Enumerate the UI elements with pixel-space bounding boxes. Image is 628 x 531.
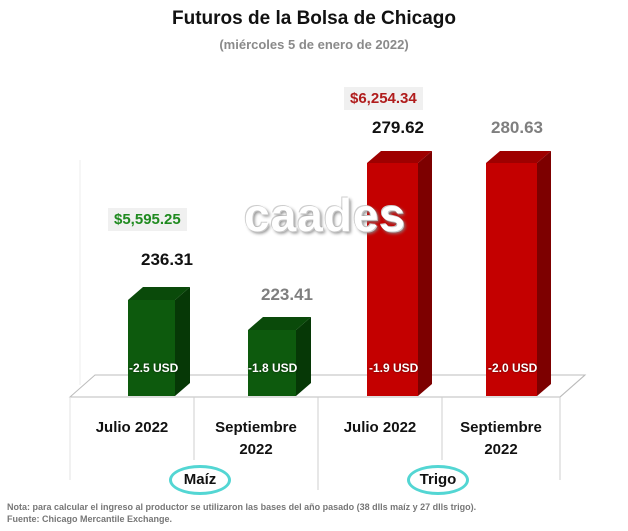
bar-maiz-julio bbox=[128, 287, 190, 396]
basis-label-maiz-septiembre: -1.8 USD bbox=[248, 361, 298, 375]
note-text: Nota: para calcular el ingreso al produc… bbox=[7, 502, 477, 512]
group-label-trigo: Trigo bbox=[407, 465, 469, 495]
category-label-trigo-julio: Julio 2022 bbox=[343, 419, 417, 436]
group-label-maiz: Maíz bbox=[169, 465, 231, 495]
basis-label-maiz-julio: -2.5 USD bbox=[129, 361, 179, 375]
category-label-maiz-septiembre: Septiembre 2022 bbox=[215, 419, 297, 458]
watermark-logo: caades bbox=[244, 189, 407, 241]
value-label-trigo-septiembre: 280.63 bbox=[491, 118, 543, 137]
value-label-maiz-septiembre: 223.41 bbox=[261, 285, 313, 304]
source-text: Fuente: Chicago Mercantile Exchange. bbox=[7, 514, 173, 524]
bar-trigo-septiembre bbox=[486, 151, 551, 396]
value-label-trigo-julio: 279.62 bbox=[372, 118, 424, 137]
footnotes: Nota: para calcular el ingreso al produc… bbox=[7, 501, 476, 525]
chart-subtitle: (miércoles 5 de enero de 2022) bbox=[219, 37, 409, 52]
basis-label-trigo-julio: -1.9 USD bbox=[369, 361, 419, 375]
bar-trigo-julio bbox=[367, 151, 432, 396]
bar-maiz-septiembre bbox=[248, 317, 311, 396]
chart-area bbox=[68, 151, 587, 490]
chart-title: Futuros de la Bolsa de Chicago bbox=[172, 8, 456, 29]
category-label-trigo-septiembre: Septiembre 2022 bbox=[460, 419, 542, 458]
maiz-income-label: $5,595.25 bbox=[108, 208, 187, 231]
value-label-maiz-julio: 236.31 bbox=[141, 250, 193, 269]
trigo-income-label: $6,254.34 bbox=[344, 87, 423, 110]
basis-label-trigo-septiembre: -2.0 USD bbox=[488, 361, 538, 375]
category-label-maiz-julio: Julio 2022 bbox=[95, 419, 169, 436]
